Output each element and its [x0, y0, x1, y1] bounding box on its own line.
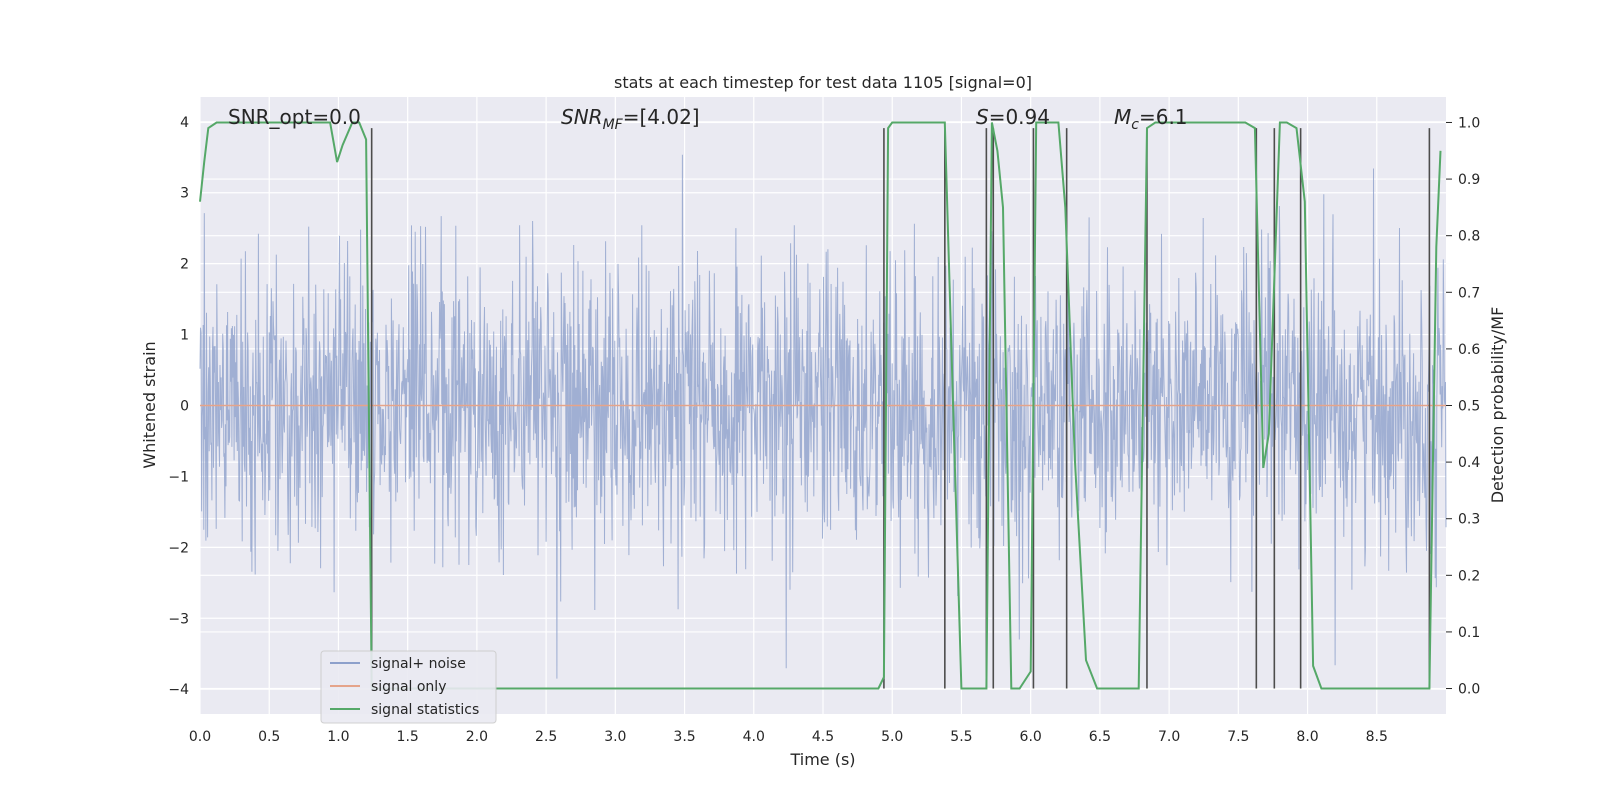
- x-tick-label: 8.0: [1296, 729, 1318, 745]
- noise-trace: [199, 154, 1447, 679]
- series-signal-noise: [199, 154, 1447, 679]
- y-tick-label: 0: [180, 399, 189, 415]
- chart-title: stats at each timestep for test data 110…: [614, 73, 1032, 92]
- y2-axis-ticks: 1.0 0.9 0.8 0.7 0.6 0.5 0.4 0.3 0.2 0.1 0.0: [1446, 115, 1480, 698]
- y2-tick-label: 0.5: [1458, 399, 1480, 415]
- y-tick-label: −3: [168, 611, 189, 627]
- y2-tick-label: 0.8: [1458, 229, 1480, 245]
- x-tick-label: 2.0: [466, 729, 488, 745]
- y-tick-label: 4: [180, 115, 189, 131]
- y-tick-label: −1: [168, 469, 189, 485]
- x-tick-label: 6.0: [1020, 729, 1042, 745]
- x-tick-label: 2.5: [535, 729, 557, 745]
- x-tick-label: 3.5: [673, 729, 695, 745]
- y2-tick-label: 0.1: [1458, 625, 1480, 641]
- x-tick-label: 0.0: [189, 729, 211, 745]
- y2-tick-label: 0.2: [1458, 568, 1480, 584]
- annotation-snr-opt: SNR_opt=0.0: [228, 105, 361, 129]
- x-tick-label: 8.5: [1366, 729, 1388, 745]
- x-tick-label: 1.5: [397, 729, 419, 745]
- y2-tick-label: 0.9: [1458, 172, 1480, 188]
- x-tick-label: 7.0: [1158, 729, 1180, 745]
- y-tick-label: −4: [168, 682, 189, 698]
- y-axis-label: Whitened strain: [140, 341, 159, 468]
- x-tick-label: 5.5: [950, 729, 972, 745]
- y2-axis-label: Detection probability/MF: [1488, 307, 1507, 504]
- y2-tick-label: 1.0: [1458, 115, 1480, 131]
- annotation-mc: Mc=6.1: [1114, 105, 1188, 133]
- x-axis-ticks: 0.0 0.5 1.0 1.5 2.0 2.5 3.0 3.5 4.0 4.5 5.0 5.5 6.0 6…: [189, 729, 1388, 745]
- x-tick-label: 0.5: [258, 729, 280, 745]
- y2-tick-label: 0.3: [1458, 512, 1480, 528]
- x-axis-label: Time (s): [789, 750, 855, 769]
- y-axis-ticks: 4 3 2 1 0 −1 −2 −3 −4: [168, 115, 189, 698]
- y2-tick-label: 0.4: [1458, 455, 1480, 471]
- x-tick-label: 3.0: [604, 729, 626, 745]
- y2-tick-label: 0.6: [1458, 342, 1480, 358]
- y2-tick-label: 0.7: [1458, 285, 1480, 301]
- series-detection-lines: [370, 128, 1431, 689]
- annotation-s: S=0.94: [976, 105, 1050, 129]
- series-signal-statistics: [199, 121, 1442, 690]
- y-tick-label: 1: [180, 328, 189, 344]
- legend-label-signal-only: signal only: [371, 679, 446, 695]
- legend-box: [320, 650, 497, 724]
- signal-statistics-trace: [199, 121, 1442, 690]
- x-tick-label: 1.0: [327, 729, 349, 745]
- y2-tick-label: 0.0: [1458, 682, 1480, 698]
- x-tick-label: 5.0: [881, 729, 903, 745]
- x-tick-label: 4.5: [812, 729, 834, 745]
- legend-label-signal-noise: signal+ noise: [371, 656, 466, 672]
- y-tick-label: −2: [168, 540, 189, 556]
- annotation-snr-mf: SNRMF=[4.02]: [561, 105, 700, 133]
- y-tick-label: 3: [180, 186, 189, 202]
- legend: signal+ noise signal only signal statist…: [320, 650, 497, 724]
- x-tick-label: 4.0: [743, 729, 765, 745]
- y-tick-label: 2: [180, 257, 189, 273]
- x-tick-label: 7.5: [1227, 729, 1249, 745]
- x-tick-label: 6.5: [1089, 729, 1111, 745]
- legend-label-signal-statistics: signal statistics: [371, 702, 479, 718]
